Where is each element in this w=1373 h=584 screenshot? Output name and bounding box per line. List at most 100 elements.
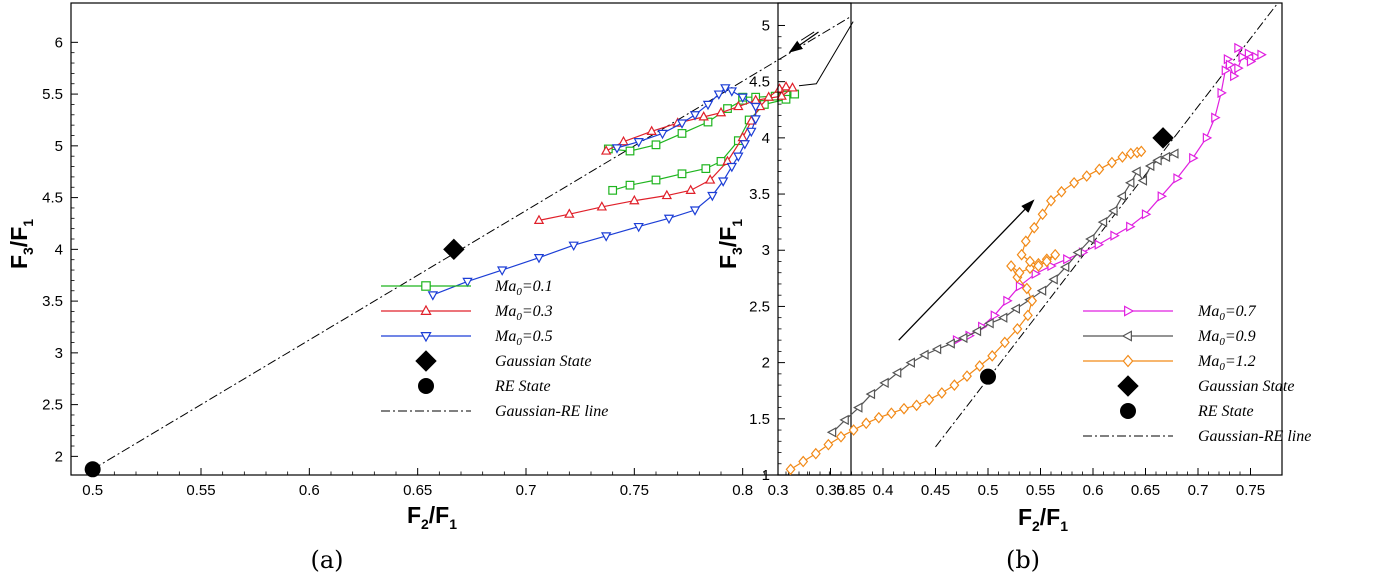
data-point bbox=[891, 367, 902, 378]
data-point bbox=[1094, 239, 1105, 250]
x-tick-label: 0.55 bbox=[1026, 482, 1055, 499]
y-tick-label: 2 bbox=[762, 355, 770, 372]
data-point bbox=[533, 214, 545, 225]
data-point bbox=[1094, 163, 1105, 176]
data-point bbox=[936, 387, 947, 399]
data-point bbox=[1238, 51, 1248, 63]
data-point bbox=[1037, 208, 1048, 221]
data-point bbox=[1211, 112, 1221, 123]
x-tick-label: 0.5 bbox=[82, 482, 103, 499]
x-tick-label: 0.6 bbox=[299, 482, 320, 499]
data-point bbox=[1048, 274, 1058, 285]
data-point bbox=[651, 140, 661, 150]
data-point bbox=[861, 417, 872, 430]
data-point bbox=[1173, 173, 1183, 184]
data-point bbox=[1063, 254, 1073, 265]
arrow-stroke bbox=[800, 31, 815, 41]
data-point bbox=[663, 214, 675, 225]
data-point bbox=[1021, 282, 1032, 295]
y-tick-label: 3 bbox=[55, 345, 63, 362]
data-point bbox=[677, 129, 687, 138]
data-point bbox=[1257, 49, 1267, 60]
data-point bbox=[733, 100, 744, 111]
series-Ma0=0.5 bbox=[427, 84, 761, 301]
y-tick-label: 1 bbox=[762, 467, 770, 484]
x-tick-label: 0.8 bbox=[732, 482, 753, 499]
data-point bbox=[1059, 261, 1070, 273]
data-point bbox=[785, 463, 796, 476]
y-tick-label: 4.5 bbox=[749, 74, 770, 91]
legend-label: Ma0=0.7 bbox=[1197, 303, 1257, 323]
x-tick-label: 0.65 bbox=[403, 482, 432, 499]
legend-marker bbox=[420, 332, 432, 343]
data-point bbox=[707, 191, 718, 202]
data-point bbox=[703, 117, 713, 127]
data-point bbox=[1056, 185, 1067, 198]
data-point bbox=[1022, 309, 1033, 322]
y-axis-label: F3/F1 bbox=[715, 219, 745, 269]
data-point bbox=[1141, 209, 1152, 220]
data-point bbox=[608, 185, 618, 195]
series-Ma0=0.9 bbox=[826, 148, 1179, 438]
legend-gaussian-marker bbox=[1117, 375, 1139, 397]
data-point bbox=[899, 402, 909, 415]
x-tick-label: 0.55 bbox=[186, 482, 215, 499]
re-state-marker bbox=[84, 461, 101, 478]
data-point bbox=[677, 169, 687, 179]
y-tick-label: 4 bbox=[55, 241, 63, 258]
data-point bbox=[750, 115, 761, 125]
data-point bbox=[924, 393, 935, 406]
data-point bbox=[629, 194, 640, 205]
y-tick-label: 3.5 bbox=[749, 186, 770, 203]
legend-label: Ma0=1.2 bbox=[1197, 353, 1256, 373]
legend-marker bbox=[1121, 330, 1132, 342]
data-point bbox=[1025, 255, 1035, 268]
data-point bbox=[1003, 295, 1013, 307]
x-tick-label: 0.65 bbox=[1131, 482, 1160, 499]
legend: Ma0=0.1 Ma0=0.3 Ma0=0.5 Gaussian State RE St… bbox=[381, 278, 608, 420]
data-point bbox=[633, 222, 644, 233]
data-point bbox=[1050, 248, 1061, 261]
data-point bbox=[746, 127, 757, 138]
data-point bbox=[689, 111, 701, 121]
panel-caption: (b) bbox=[1006, 546, 1040, 574]
data-point bbox=[873, 411, 884, 424]
re-state-marker bbox=[980, 368, 996, 385]
series-Ma0=1.2 bbox=[785, 145, 1147, 476]
data-point bbox=[737, 93, 748, 103]
data-point bbox=[533, 253, 545, 264]
data-point bbox=[839, 414, 849, 426]
legend-gaussian-marker bbox=[415, 350, 437, 372]
data-point bbox=[958, 332, 968, 344]
data-point bbox=[919, 349, 929, 360]
legend-label: Ma0=0.3 bbox=[494, 303, 553, 323]
data-point bbox=[865, 388, 876, 400]
legend-label: Gaussian State bbox=[495, 353, 591, 370]
y-tick-label: 1.5 bbox=[749, 411, 770, 428]
data-point bbox=[1020, 235, 1031, 248]
series-Ma0=0.7 bbox=[952, 42, 1267, 346]
data-point bbox=[702, 100, 714, 111]
data-point bbox=[1234, 42, 1244, 54]
data-point bbox=[717, 177, 729, 187]
data-point bbox=[726, 162, 738, 173]
legend-label: Ma0=0.1 bbox=[494, 278, 553, 298]
data-point bbox=[999, 336, 1010, 349]
data-point bbox=[1081, 170, 1092, 182]
data-point bbox=[1014, 266, 1025, 279]
y-tick-label: 5.5 bbox=[42, 86, 63, 103]
legend-marker bbox=[1124, 305, 1135, 317]
data-point bbox=[1152, 155, 1162, 166]
data-point bbox=[836, 430, 846, 443]
data-point bbox=[1027, 294, 1038, 307]
data-point bbox=[685, 184, 696, 194]
data-point bbox=[1217, 87, 1227, 99]
data-point bbox=[462, 277, 473, 288]
data-point bbox=[720, 84, 731, 94]
data-point bbox=[1025, 262, 1035, 275]
data-point bbox=[698, 111, 709, 121]
data-point bbox=[646, 125, 657, 135]
data-point bbox=[625, 146, 635, 156]
data-point bbox=[1031, 268, 1042, 280]
y-tick-label: 3 bbox=[762, 242, 770, 259]
